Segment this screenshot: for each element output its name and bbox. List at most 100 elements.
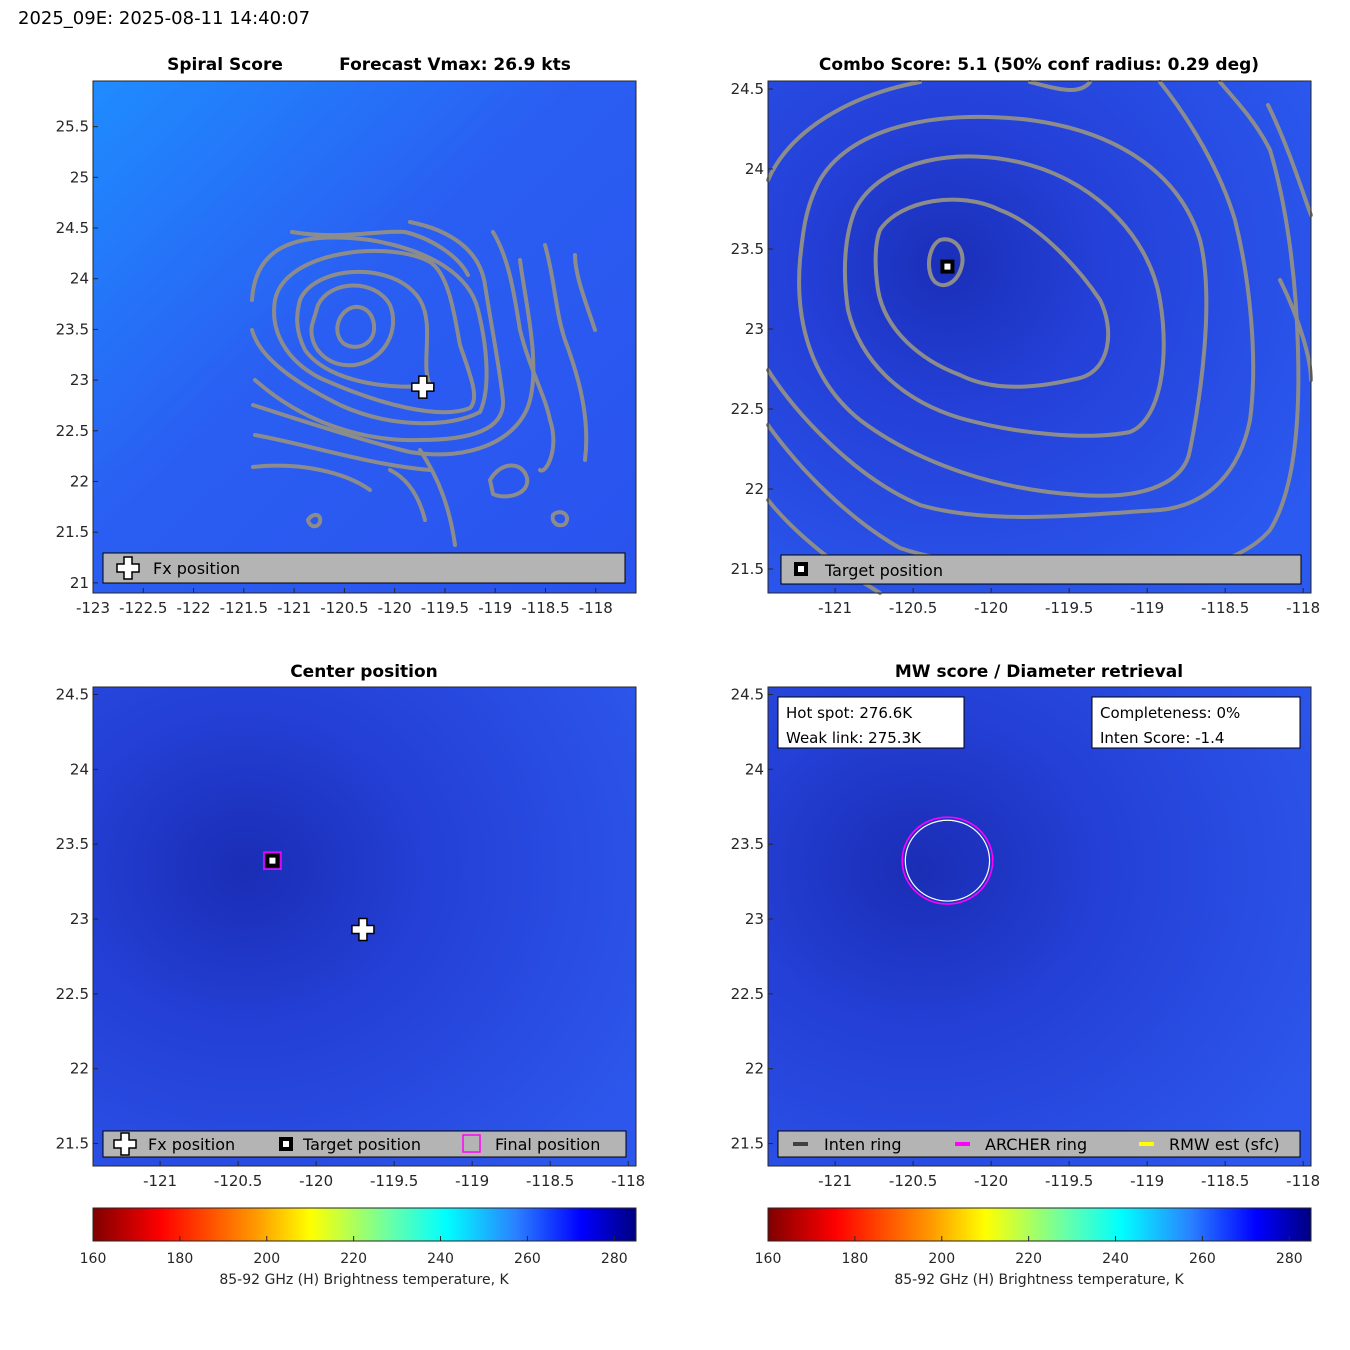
combo-contour-5 [766, 80, 922, 182]
mwscore-xtick-label: -118.5 [1201, 1172, 1249, 1190]
mwscore-colorbar-tick-label: 200 [928, 1251, 955, 1267]
combo-ytick-label: 22 [745, 480, 764, 498]
mwscore-ytick-label: 23.5 [731, 835, 764, 853]
mwscore-colorbar-tick-label: 220 [1015, 1251, 1042, 1267]
spiral-contour-1 [335, 305, 377, 349]
center-colorbar-tick-label: 200 [253, 1251, 280, 1267]
center-xtick-label: -119.5 [370, 1172, 418, 1190]
spiral-contour-15 [305, 513, 323, 529]
spiral-ytick-label: 25.5 [56, 118, 89, 136]
mwscore-colorbar-tick-label: 280 [1276, 1251, 1303, 1267]
spiral-plot-area [93, 81, 636, 593]
spiral-xtick-label: -121 [277, 599, 311, 617]
spiral-contour-5 [250, 235, 489, 426]
spiral-legend-fx-label: Fx position [153, 559, 240, 578]
mwscore-colorbar-tick-label: 240 [1102, 1251, 1129, 1267]
center-ytick-label: 24.5 [56, 685, 89, 703]
center-ytick-label: 22.5 [56, 985, 89, 1003]
combo-contour-8 [1266, 103, 1313, 217]
center-ytick-label: 22 [70, 1060, 89, 1078]
center-legend-fx-label: Fx position [148, 1135, 235, 1154]
spiral-xtick-label: -123 [76, 599, 110, 617]
mwscore-xtick-label: -121 [818, 1172, 852, 1190]
inner-ring [904, 819, 991, 902]
center-xtick-label: -119 [455, 1172, 489, 1190]
weak-link-text: Weak link: 275.3K [786, 729, 922, 747]
mw-rings [901, 816, 994, 905]
spiral-ytick-label: 24 [70, 270, 89, 288]
spiral-xtick-label: -120 [378, 599, 412, 617]
combo-xtick-label: -120 [974, 599, 1008, 617]
spiral-title-left: Spiral Score [167, 55, 283, 75]
spiral-xtick-label: -118.5 [521, 599, 569, 617]
combo-ytick-label: 21.5 [731, 560, 764, 578]
final-square-icon [462, 1134, 481, 1153]
spiral-xtick-label: -118 [579, 599, 613, 617]
colorbar-left [92, 1207, 637, 1242]
center-colorbar-tick-label: 280 [601, 1251, 628, 1267]
colorbar-left-ticks: 160 180 200 220 240 260 280 [80, 1236, 628, 1267]
spiral-xtick-label: -122.5 [119, 599, 167, 617]
mwscore-legend: Inten ring ARCHER ring RMW est (sfc) [777, 1130, 1301, 1158]
mwscore-plot-area [768, 687, 1311, 1166]
center-ytick-label: 24 [70, 760, 89, 778]
combo-contour-4 [797, 114, 1209, 498]
spiral-contour-14 [487, 463, 530, 499]
center-ytick-label: 21.5 [56, 1135, 89, 1153]
center-colorbar-tick-label: 160 [80, 1251, 107, 1267]
mwscore-xtick-label: -120 [974, 1172, 1008, 1190]
center-xtick-label: -118 [611, 1172, 645, 1190]
center-colorbar-tick-label: 220 [340, 1251, 367, 1267]
mwscore-xtick-label: -119 [1130, 1172, 1164, 1190]
spiral-contour-2 [309, 283, 396, 368]
center-colorbar-tick-label: 260 [514, 1251, 541, 1267]
colorbar-right-ticks: 160 180 200 220 240 260 280 [755, 1236, 1303, 1267]
center-markers [263, 851, 375, 942]
combo-axis-frame [767, 80, 1312, 594]
archer-ring [901, 816, 994, 905]
mwscore-xtick-label: -118 [1286, 1172, 1320, 1190]
center-legend-target-label: Target position [302, 1135, 421, 1154]
mwscore-colorbar-tick-label: 260 [1189, 1251, 1216, 1267]
mwscore-ytick-label: 22.5 [731, 985, 764, 1003]
mwscore-title: MW score / Diameter retrieval [895, 662, 1183, 682]
center-legend-box [102, 1130, 627, 1158]
combo-xtick-label: -118.5 [1201, 599, 1249, 617]
combo-contour-6 [766, 80, 1256, 519]
combo-ticks: -121 -120.5 -120 -119.5 -119 -118.5 -118 21.5 22… [731, 80, 1321, 617]
mwscore-legend-inten-label: Inten ring [824, 1135, 902, 1154]
center-axis-frame [92, 686, 637, 1167]
combo-legend: Target position [780, 554, 1302, 585]
combo-xtick-label: -119.5 [1045, 599, 1093, 617]
combo-legend-target-label: Target position [824, 561, 943, 580]
mwscore-colorbar-tick-label: 160 [755, 1251, 782, 1267]
combo-contour-1 [927, 237, 965, 288]
center-xtick-label: -120.5 [214, 1172, 262, 1190]
combo-ytick-label: 23.5 [731, 240, 764, 258]
combo-contour-3 [842, 154, 1166, 438]
hot-spot-text: Hot spot: 276.6K [786, 704, 913, 722]
colorbar-left-label: 85-92 GHz (H) Brightness temperature, K [219, 1272, 509, 1288]
mwscore-legend-rmw-label: RMW est (sfc) [1169, 1135, 1280, 1154]
center-title: Center position [290, 662, 438, 682]
mwscore-ytick-label: 23 [745, 910, 764, 928]
combo-contours [766, 80, 1313, 595]
spiral-ytick-label: 25 [70, 168, 89, 186]
fx-position-marker [351, 917, 375, 942]
mw-info-left-box [777, 696, 965, 749]
combo-ytick-label: 22.5 [731, 400, 764, 418]
spiral-ytick-label: 22.5 [56, 422, 89, 440]
mwscore-ticks: -121 -120.5 -120 -119.5 -119 -118.5 -118 21.5 22… [731, 685, 1321, 1190]
mwscore-ytick-label: 21.5 [731, 1135, 764, 1153]
spiral-title-right: Forecast Vmax: 26.9 kts [339, 55, 571, 75]
combo-xtick-label: -120.5 [889, 599, 937, 617]
spiral-contour-9 [253, 433, 432, 472]
target-position-marker-inner [944, 263, 951, 270]
center-ytick-label: 23 [70, 910, 89, 928]
combo-xtick-label: -121 [818, 599, 852, 617]
fx-cross-icon [113, 1132, 137, 1156]
spiral-contour-7 [253, 220, 506, 443]
mwscore-colorbar-tick-label: 180 [842, 1251, 869, 1267]
center-legend: Fx position Target position Final positi… [102, 1130, 627, 1158]
combo-legend-box [780, 554, 1302, 585]
